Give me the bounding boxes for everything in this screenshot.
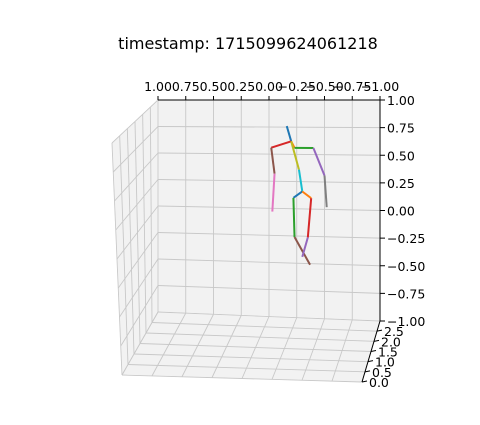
skeleton-plot [270,125,328,266]
z-tick-label: 0.25 [387,176,415,191]
x-tick-label: 0.75 [172,79,200,94]
skeleton-bone [293,236,311,266]
grid-left-y-3 [134,121,141,344]
y-tick-label: 2.0 [381,334,401,349]
grid-floor-y-1 [127,364,366,373]
z-tick-label: 0.50 [387,148,415,163]
grid-back-z-5 [157,232,381,239]
skeleton-bone [292,197,296,238]
x-tick-label: −0.50 [305,79,343,94]
grid-left-y-0 [111,142,123,376]
skeleton-bone [290,141,300,170]
grid-left-y-2 [126,128,135,355]
x-tick-label: 0.25 [227,79,255,94]
y-tick-label: 2.5 [384,324,404,339]
x-tick-label: −1.00 [361,79,399,94]
grid-back-z-6 [157,258,381,267]
y-tick-mark [376,329,383,332]
x-tick-label: 0.00 [255,79,283,94]
z-tick-label: −0.25 [387,231,425,246]
grid-back-z-7 [157,285,381,294]
skeleton-bone [285,125,293,142]
y-tick-mark [367,360,374,363]
grid-back-z-4 [157,205,381,211]
skeleton-bone [301,237,309,258]
y-tick-label: 1.5 [378,345,398,360]
skeleton-bone [271,173,276,212]
grid-floor-y-3 [139,343,372,352]
grid-floor-y-2 [133,353,369,363]
skeleton-bone [292,190,303,199]
grid-left-y-5 [149,107,153,323]
y-tick-label: 0.0 [369,375,389,390]
skeleton-bone [297,169,304,192]
skeleton-bone [270,140,292,149]
grid-floor-y-4 [145,332,375,342]
y-tick-mark [361,380,368,383]
y-tick-label: 0.5 [372,365,392,380]
x-tick-label: −0.25 [278,79,316,94]
z-tick-label: −1.00 [387,314,425,329]
y-tick-mark [364,370,371,373]
y-tick-label: 1.0 [375,355,395,370]
z-tick-label: 1.00 [387,93,415,108]
grid-back-z-1 [157,126,381,129]
skeleton-bone [312,147,326,176]
grid-floor-y-5 [151,322,378,332]
z-tick-label: −0.50 [387,259,425,274]
axes-ticks: 1.00 0.75 0.50 0.25 0.00−0.25−0.50−0.75−1.00… [144,79,425,390]
grid-floor-y-0 [121,374,363,383]
grid-back-z-3 [157,179,381,184]
skeleton-bone [301,190,312,199]
grid-left-y-4 [142,114,147,334]
z-tick-label: −0.75 [387,286,425,301]
y-tick-mark [373,339,380,342]
y-tick-mark [370,350,377,352]
x-tick-label: 1.00 [144,79,172,94]
skeleton-bone [323,175,328,208]
grid-left-y-1 [119,135,129,365]
z-tick-label: 0.75 [387,121,415,136]
x-tick-label: 0.50 [200,79,228,94]
x-tick-label: −0.75 [333,79,371,94]
grid-back-z-2 [157,152,381,156]
axes-gridlines [111,99,381,383]
z-tick-label: 0.00 [387,204,415,219]
skeleton-bone [270,147,276,174]
skeleton-bone [306,198,313,238]
chart-title: timestamp: 1715099624061218 [118,34,378,53]
